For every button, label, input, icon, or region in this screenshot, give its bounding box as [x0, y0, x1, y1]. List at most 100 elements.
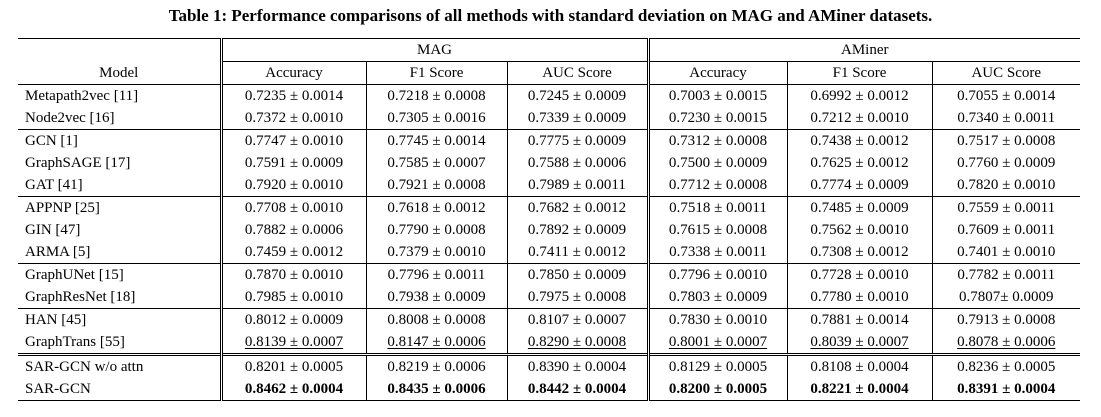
metric-value: 0.8236 ± 0.0005	[957, 359, 1056, 375]
table-row: SAR-GCN w/o attn 0.8201 ± 0.0005 0.8219 ± …	[18, 353, 1081, 378]
metric-value: 0.8221 ± 0.0004	[810, 381, 909, 397]
metric-value-cell: 0.8236 ± 0.0005	[932, 353, 1081, 378]
metric-value-cell: 0.7975 ± 0.0008	[507, 286, 650, 309]
metric-value-cell: 0.7305 ± 0.0016	[366, 107, 508, 130]
dataset-header-aminer: AMiner	[648, 38, 1081, 62]
metric-header: Accuracy	[221, 61, 367, 85]
table-row: GIN [47] 0.7882 ± 0.0006 0.7790 ± 0.0008 0.…	[18, 219, 1080, 241]
metric-value-cell: 0.7881 ± 0.0014	[787, 308, 933, 331]
metric-value-cell: 0.7230 ± 0.0015	[648, 107, 788, 130]
dataset-header-mag: MAG	[221, 38, 650, 62]
metric-value-cell: 0.7774 ± 0.0009	[787, 174, 933, 197]
table-row: GraphResNet [18] 0.7985 ± 0.0010 0.7938 ± …	[18, 286, 1080, 309]
metric-value: 0.8008 ± 0.0008	[387, 312, 486, 328]
metric-value-cell: 0.8129 ± 0.0005	[648, 353, 788, 378]
metric-value: 0.7459 ± 0.0012	[244, 244, 344, 260]
metric-value-cell: 0.8391 ± 0.0004	[932, 378, 1081, 401]
metric-value-cell: 0.7803 ± 0.0009	[648, 286, 788, 309]
metric-value-cell: 0.7485 ± 0.0009	[787, 196, 933, 219]
metric-value-cell: 0.8108 ± 0.0004	[787, 353, 933, 378]
table-row: Node2vec [16] 0.7372 ± 0.0010 0.7305 ± 0.0…	[18, 107, 1080, 130]
table-row: GAT [41] 0.7920 ± 0.0010 0.7921 ± 0.0008 0.…	[18, 174, 1080, 197]
metric-value: 0.7438 ± 0.0012	[810, 133, 909, 149]
metric-value: 0.7774 ± 0.0009	[810, 177, 909, 193]
metric-value-cell: 0.7340 ± 0.0011	[932, 107, 1080, 130]
metric-value: 0.8442 ± 0.0004	[527, 381, 627, 397]
metric-value-cell: 0.7518 ± 0.0011	[648, 196, 788, 219]
metric-value: 0.7559 ± 0.0011	[957, 200, 1056, 216]
metric-value-cell: 0.8462 ± 0.0004	[221, 378, 367, 401]
metric-value: 0.7882 ± 0.0006	[244, 222, 344, 238]
metric-value: 0.7609 ± 0.0011	[957, 222, 1056, 238]
metric-value: 0.7790 ± 0.0008	[387, 222, 486, 238]
metric-header: AUC Score	[971, 65, 1042, 81]
metric-value: 0.7625 ± 0.0012	[810, 155, 909, 171]
metric-value: 0.7775 ± 0.0009	[527, 133, 627, 149]
metric-value: 0.7615 ± 0.0008	[668, 222, 768, 238]
metric-value: 0.7588 ± 0.0006	[527, 155, 627, 171]
metric-value-cell: 0.7588 ± 0.0006	[507, 152, 650, 174]
model-name-cell: ARMA [5]	[18, 241, 223, 264]
metric-value: 0.8200 ± 0.0005	[668, 381, 768, 397]
metric-value-cell: 0.8139 ± 0.0007	[221, 331, 367, 355]
metric-value: 0.7780 ± 0.0010	[810, 289, 909, 305]
metric-value-cell: 0.7459 ± 0.0012	[221, 241, 367, 264]
model-name-cell: GraphUNet [15]	[18, 263, 223, 286]
metric-value: 0.7003 ± 0.0015	[668, 88, 768, 104]
metric-value: 0.7517 ± 0.0008	[957, 133, 1056, 149]
metric-value-cell: 0.7401 ± 0.0010	[932, 241, 1080, 264]
metric-value: 0.7921 ± 0.0008	[387, 177, 486, 193]
metric-value-cell: 0.7218 ± 0.0008	[366, 84, 508, 107]
metric-value: 0.6992 ± 0.0012	[810, 88, 909, 104]
model-name-cell: Metapath2vec [11]	[18, 84, 223, 107]
metric-value: 0.7305 ± 0.0016	[387, 110, 486, 126]
metric-value-cell: 0.8147 ± 0.0006	[366, 331, 508, 355]
metric-value-cell: 0.8221 ± 0.0004	[787, 378, 933, 401]
metric-value-cell: 0.7850 ± 0.0009	[507, 263, 650, 286]
metric-value-cell: 0.7585 ± 0.0007	[366, 152, 508, 174]
metric-value: 0.7830 ± 0.0010	[668, 312, 768, 328]
metric-value: 0.7938 ± 0.0009	[387, 289, 486, 305]
metric-value-cell: 0.7591 ± 0.0009	[221, 152, 367, 174]
metric-value-cell: 0.8001 ± 0.0007	[648, 331, 788, 355]
metric-value: 0.7989 ± 0.0011	[528, 177, 626, 193]
table-row: Metapath2vec [11] 0.7235 ± 0.0014 0.7218 ±…	[18, 84, 1081, 107]
metric-value: 0.8290 ± 0.0008	[527, 334, 627, 350]
metric-value: 0.7975 ± 0.0008	[527, 289, 627, 305]
metric-value-cell: 0.7985 ± 0.0010	[221, 286, 367, 309]
metric-value-cell: 0.7500 ± 0.0009	[648, 152, 788, 174]
metric-value: 0.7985 ± 0.0010	[244, 289, 344, 305]
metric-value: 0.7708 ± 0.0010	[244, 200, 344, 216]
metric-value: 0.7230 ± 0.0015	[668, 110, 768, 126]
metric-value-cell: 0.7338 ± 0.0011	[648, 241, 788, 264]
metric-header: F1 Score	[366, 61, 508, 85]
metric-value: 0.8107 ± 0.0007	[527, 312, 627, 328]
metric-value-cell: 0.7892 ± 0.0009	[507, 219, 650, 241]
metric-value: 0.7782 ± 0.0011	[957, 267, 1056, 283]
table-row: SAR-GCN 0.8462 ± 0.0004 0.8435 ± 0.0006 0.8…	[18, 378, 1081, 401]
model-name-cell: APPNP [25]	[18, 196, 223, 219]
table-row: ARMA [5] 0.7459 ± 0.0012 0.7379 ± 0.0010 0.…	[18, 241, 1080, 264]
model-name-cell: GCN [1]	[18, 129, 223, 152]
metric-value: 0.7500 ± 0.0009	[668, 155, 768, 171]
metric-value-cell: 0.7920 ± 0.0010	[221, 174, 367, 197]
metric-value: 0.7245 ± 0.0009	[527, 88, 627, 104]
model-name-cell: GraphSAGE [17]	[18, 152, 223, 174]
metric-value-cell: 0.7820 ± 0.0010	[932, 174, 1080, 197]
metric-value-cell: 0.7747 ± 0.0010	[221, 129, 367, 152]
metric-value: 0.7728 ± 0.0010	[810, 267, 909, 283]
metric-value: 0.8390 ± 0.0004	[527, 359, 627, 375]
model-column-header: Model	[18, 61, 223, 85]
metric-value: 0.8219 ± 0.0006	[387, 359, 486, 375]
metric-value-cell: 0.7411 ± 0.0012	[507, 241, 650, 264]
metric-value-cell: 0.7796 ± 0.0010	[648, 263, 788, 286]
metric-value: 0.7340 ± 0.0011	[957, 110, 1056, 126]
metric-value-cell: 0.7745 ± 0.0014	[366, 129, 508, 152]
metric-value: 0.7760 ± 0.0009	[957, 155, 1056, 171]
metric-value: 0.7401 ± 0.0010	[957, 244, 1056, 260]
metric-value-cell: 0.7312 ± 0.0008	[648, 129, 788, 152]
table-row: GCN [1] 0.7747 ± 0.0010 0.7745 ± 0.0014 0.7…	[18, 129, 1081, 152]
metric-value-cell: 0.7682 ± 0.0012	[507, 196, 650, 219]
table-row: APPNP [25] 0.7708 ± 0.0010 0.7618 ± 0.0012…	[18, 196, 1081, 219]
metric-value: 0.7562 ± 0.0010	[810, 222, 909, 238]
